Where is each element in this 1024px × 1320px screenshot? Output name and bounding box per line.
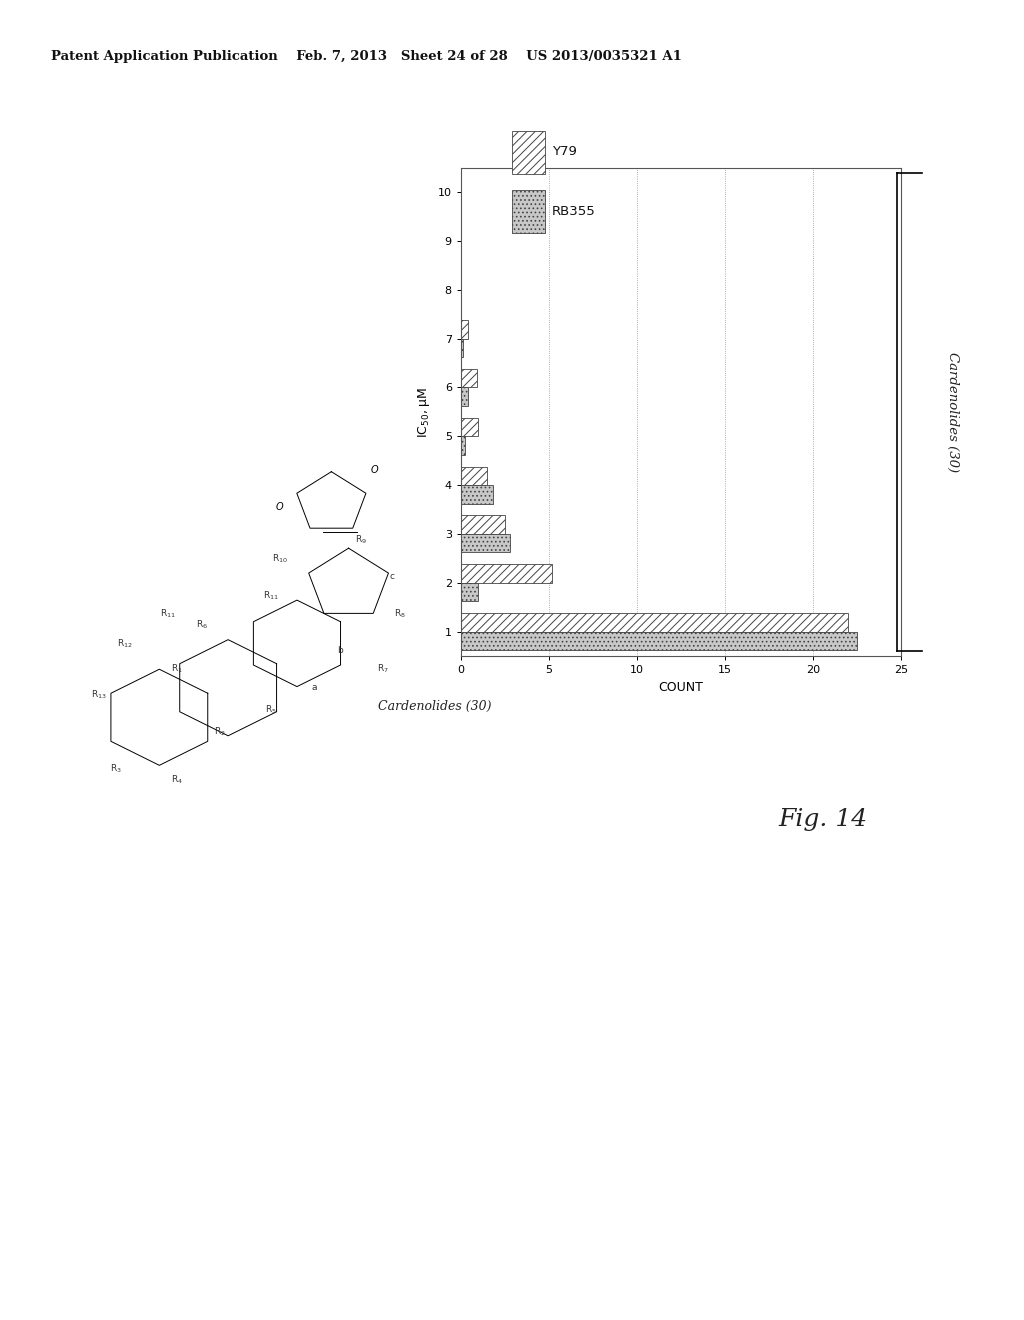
Bar [461, 417, 478, 437]
Bar [461, 319, 468, 339]
Text: b: b [337, 647, 343, 655]
Bar [461, 486, 493, 504]
Text: R$_8$: R$_8$ [394, 607, 407, 620]
Y-axis label: IC$_{50}$, μM: IC$_{50}$, μM [416, 385, 432, 438]
Text: RB355: RB355 [552, 205, 595, 218]
Text: Patent Application Publication    Feb. 7, 2013   Sheet 24 of 28    US 2013/00353: Patent Application Publication Feb. 7, 2… [51, 50, 682, 63]
Bar [461, 368, 476, 388]
Bar [461, 632, 857, 651]
Bar [461, 466, 487, 486]
Text: R$_9$: R$_9$ [355, 533, 368, 546]
Text: R$_6$: R$_6$ [197, 619, 208, 631]
Text: Y79: Y79 [552, 145, 577, 158]
Text: R$_{11}$: R$_{11}$ [160, 607, 176, 620]
Text: R$_{10}$: R$_{10}$ [271, 552, 288, 565]
Bar [461, 612, 848, 632]
Text: R$_{13}$: R$_{13}$ [91, 689, 108, 701]
Bar [461, 564, 552, 583]
Text: R$_{11}$: R$_{11}$ [263, 589, 280, 602]
Text: O: O [275, 503, 284, 512]
Bar [461, 388, 468, 407]
Text: R$_5$: R$_5$ [265, 704, 278, 717]
Text: Fig. 14: Fig. 14 [778, 808, 867, 830]
Text: Cardenolides (30): Cardenolides (30) [378, 700, 492, 713]
Bar [461, 583, 478, 602]
Bar [461, 339, 464, 358]
Text: R$_2$: R$_2$ [214, 726, 225, 738]
Bar [461, 535, 510, 553]
Text: R$_4$: R$_4$ [171, 774, 182, 787]
Bar [461, 515, 505, 535]
Text: R$_3$: R$_3$ [111, 763, 122, 775]
Text: R$_1$: R$_1$ [171, 663, 182, 676]
Text: c: c [389, 573, 394, 581]
Text: R$_{12}$: R$_{12}$ [117, 638, 133, 649]
Text: O: O [371, 466, 378, 475]
Text: a: a [311, 684, 316, 692]
Text: Cardenolides (30): Cardenolides (30) [946, 351, 958, 473]
Bar [461, 437, 465, 455]
Bar [512, 190, 545, 234]
Text: R$_7$: R$_7$ [377, 663, 389, 676]
X-axis label: COUNT: COUNT [658, 681, 703, 693]
Bar [512, 131, 545, 174]
